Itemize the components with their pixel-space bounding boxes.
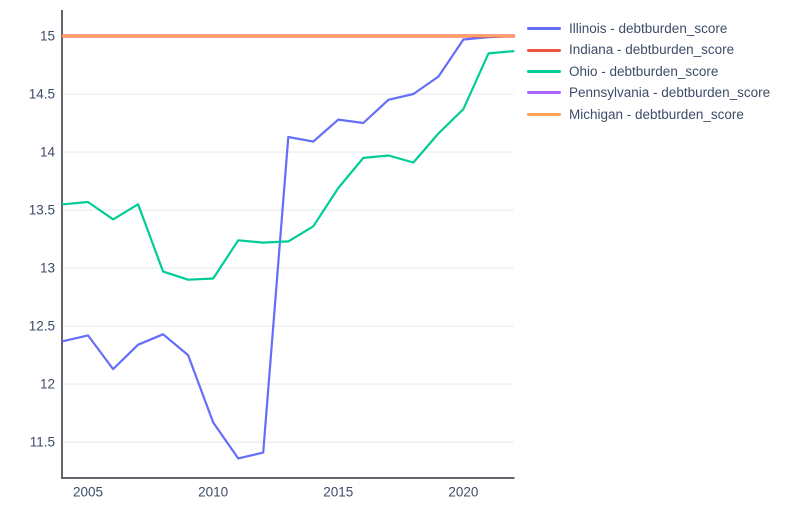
legend-item-michigan[interactable]: Michigan - debtburden_score (527, 104, 770, 125)
y-tick-label: 14 (40, 145, 56, 160)
legend-label-ohio: Ohio - debtburden_score (569, 63, 719, 79)
y-tick-label: 15 (40, 28, 55, 43)
legend-label-pennsylvania: Pennsylvania - debtburden_score (569, 85, 771, 101)
legend-label-indiana: Indiana - debtburden_score (569, 42, 735, 58)
y-tick-label: 11.5 (30, 435, 55, 450)
x-tick-label: 2010 (198, 485, 228, 500)
legend-swatch-illinois (527, 27, 561, 31)
legend-item-pennsylvania[interactable]: Pennsylvania - debtburden_score (527, 82, 770, 103)
y-tick-label: 12 (40, 377, 55, 392)
x-tick-label: 2015 (323, 485, 353, 500)
legend-label-michigan: Michigan - debtburden_score (569, 106, 744, 122)
legend-swatch-michigan (527, 112, 561, 116)
legend-swatch-ohio (527, 69, 561, 73)
chart-legend: Illinois - debtburden_score Indiana - deb… (527, 18, 770, 125)
y-tick-label: 13 (40, 261, 55, 276)
x-tick-label: 2005 (73, 485, 103, 500)
y-tick-label: 14.5 (29, 87, 55, 102)
legend-swatch-indiana (527, 48, 561, 52)
legend-item-indiana[interactable]: Indiana - debtburden_score (527, 39, 770, 60)
legend-label-illinois: Illinois - debtburden_score (569, 20, 728, 36)
legend-swatch-pennsylvania (527, 91, 561, 95)
legend-item-illinois[interactable]: Illinois - debtburden_score (527, 18, 770, 39)
y-tick-label: 12.5 (29, 319, 55, 334)
x-tick-label: 2020 (448, 485, 478, 500)
series-line-illinois (61, 34, 515, 460)
series-line-ohio (61, 49, 515, 281)
y-tick-label: 13.5 (29, 203, 55, 218)
legend-item-ohio[interactable]: Ohio - debtburden_score (527, 61, 770, 82)
